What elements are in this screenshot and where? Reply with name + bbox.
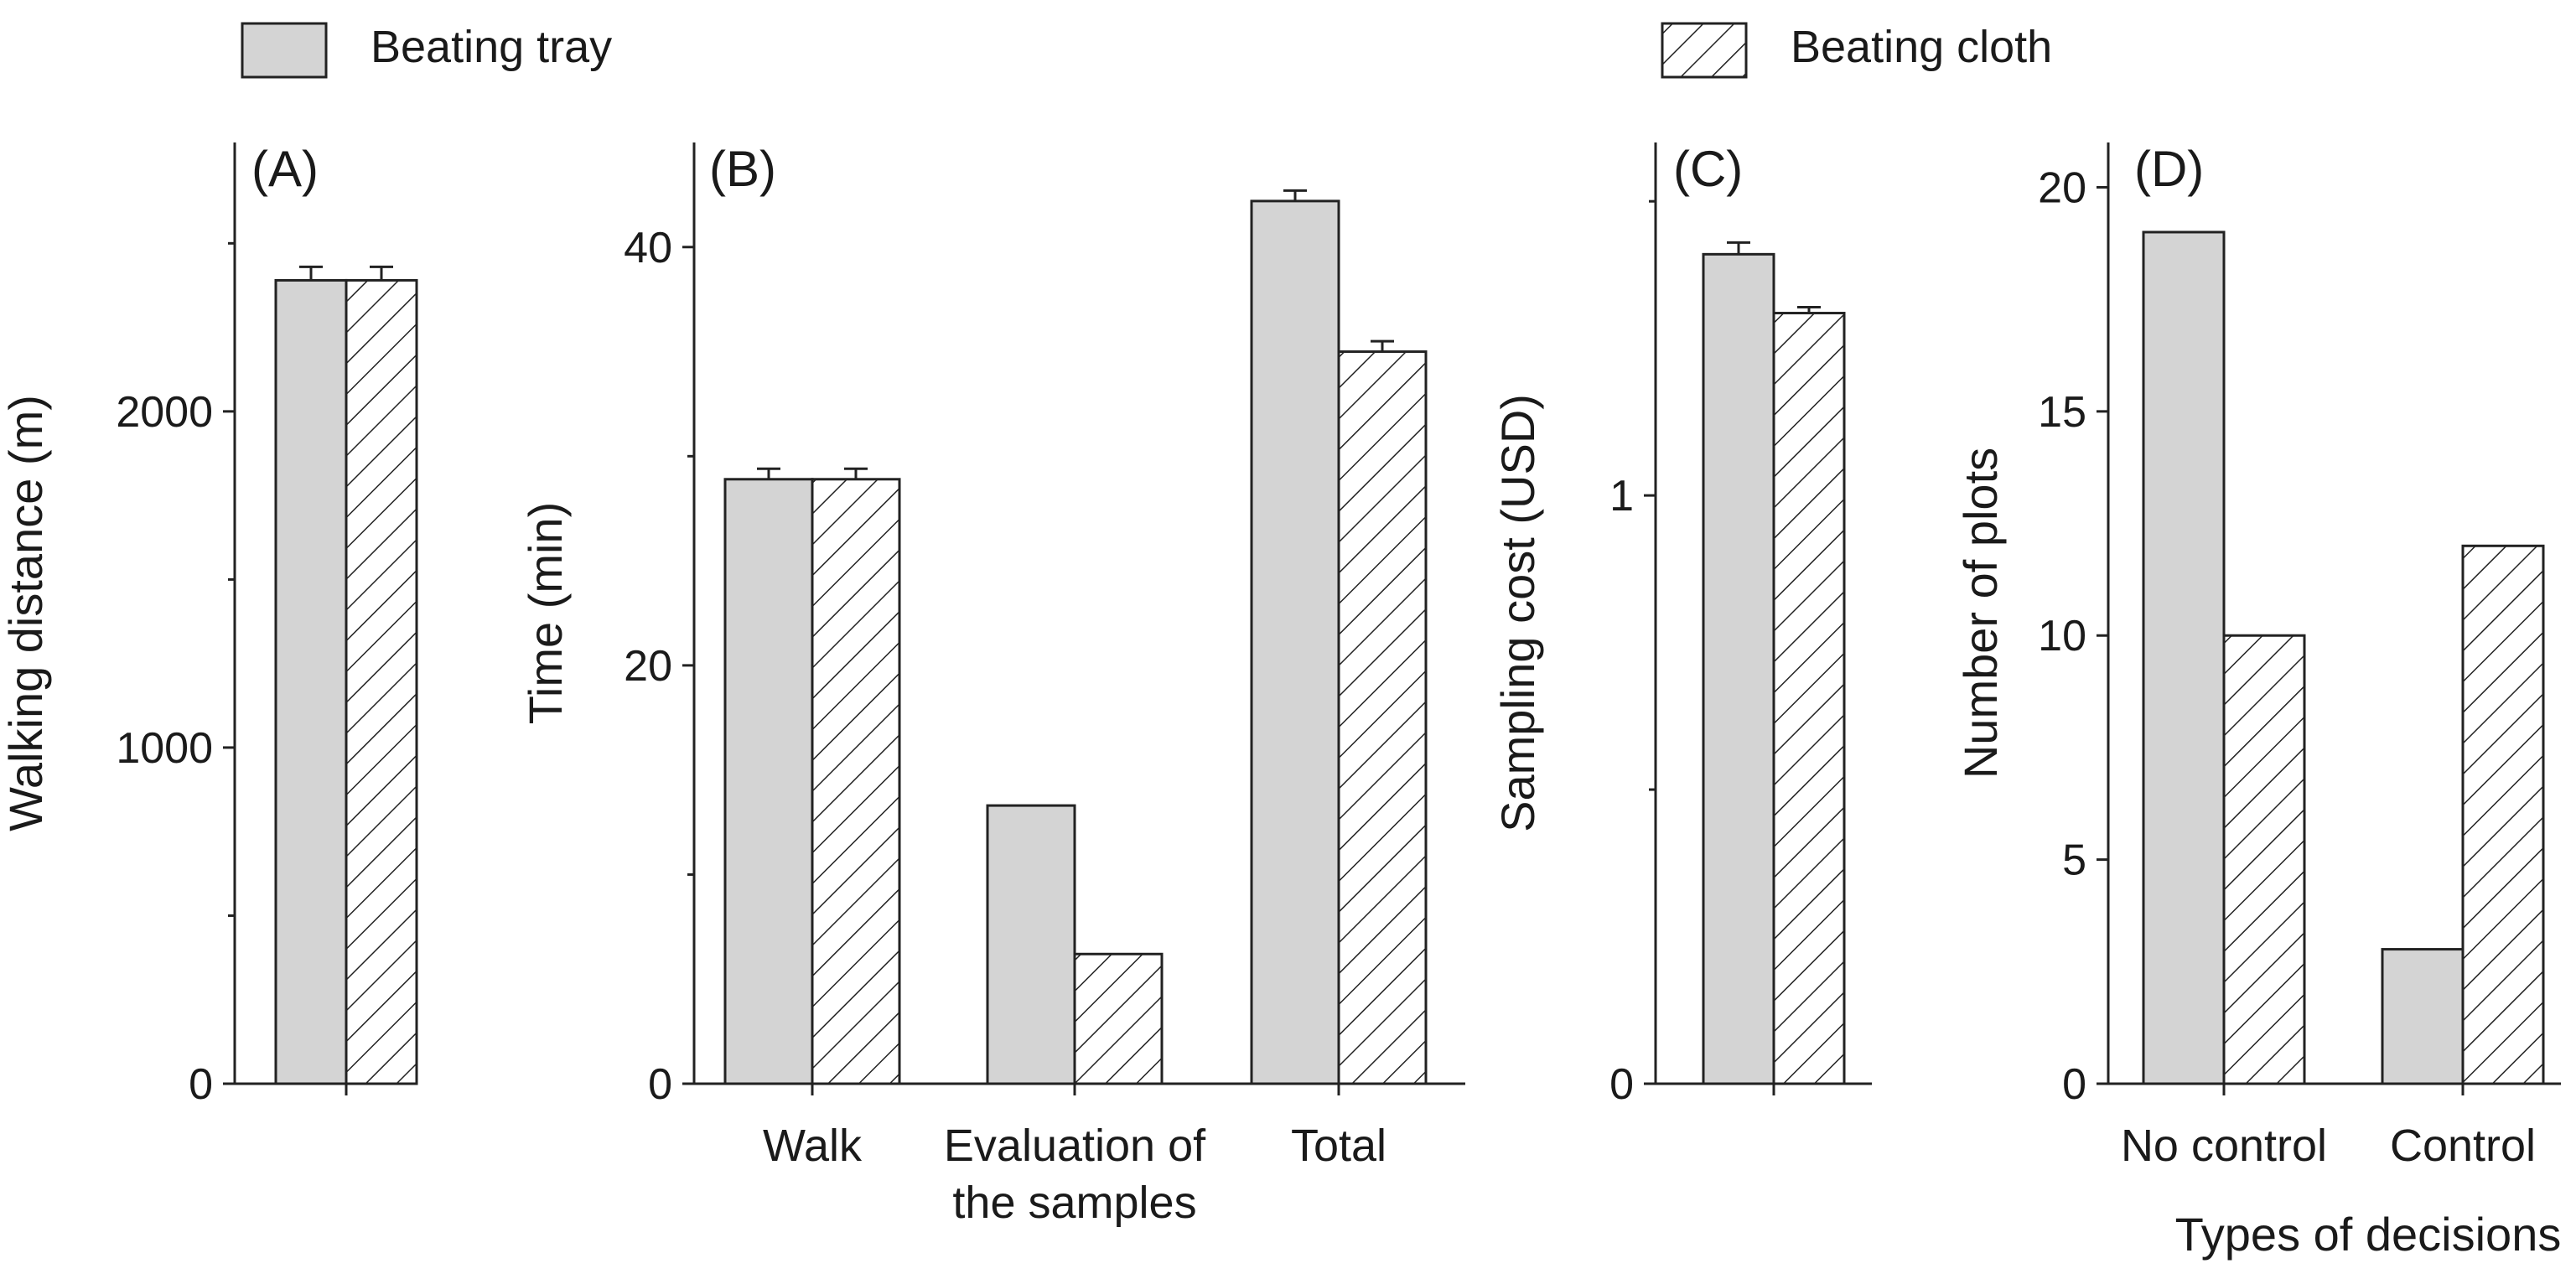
bar-b-beating-tray-1	[986, 804, 1076, 1085]
y-axis-title-a: Walking distance (m)	[0, 395, 52, 831]
y-tick-label-d: 5	[2062, 836, 2086, 885]
y-tick-label-a: 1000	[116, 724, 213, 773]
panel-label-b: (B)	[709, 141, 776, 197]
panel-c: 0 1 (C) Sampling cost (USD)	[1491, 141, 1872, 1109]
x-category-label-d: Control	[2390, 1121, 2536, 1171]
y-axis-title-d: Number of plots	[1954, 448, 2007, 779]
bar-d-beating-cloth-1	[2461, 544, 2545, 1085]
panel-label-d: (D)	[2134, 141, 2204, 197]
bar-c-beating-cloth-0	[1772, 312, 1846, 1085]
x-category-label-b: Evaluation of	[944, 1121, 1206, 1171]
x-category-label-d: No control	[2121, 1121, 2327, 1171]
bar-d-beating-tray-1	[2381, 948, 2465, 1085]
bar-b-beating-cloth-1	[1073, 952, 1164, 1085]
legend-swatch-beating-tray	[241, 22, 328, 79]
y-tick-label-d: 0	[2062, 1060, 2086, 1109]
bar-a-beating-tray-0	[274, 278, 348, 1085]
x-category-label-b: the samples	[952, 1178, 1196, 1228]
panel-a: 0 1000 2000 (A) Walking distance (m)	[0, 141, 418, 1109]
y-tick-label-c: 0	[1609, 1060, 1634, 1109]
y-tick-label-b: 40	[624, 224, 672, 272]
y-tick-label-a: 2000	[116, 388, 213, 437]
bar-d-beating-tray-0	[2142, 230, 2226, 1085]
legend: Beating tray Beating cloth	[241, 22, 2052, 79]
y-tick-label-d: 10	[2038, 612, 2086, 660]
panel-b: 0 20 40 Walk Evaluation of the samples Total (B…	[519, 141, 1465, 1228]
x-category-label-b: Total	[1291, 1121, 1386, 1171]
bar-a-beating-cloth-0	[345, 278, 418, 1085]
legend-label-beating-cloth: Beating cloth	[1791, 22, 2052, 72]
y-tick-label-b: 0	[648, 1060, 672, 1109]
bar-b-beating-tray-2	[1250, 199, 1340, 1085]
bar-c-beating-tray-0	[1702, 252, 1775, 1085]
panel-label-c: (C)	[1673, 141, 1743, 197]
legend-label-beating-tray: Beating tray	[371, 22, 612, 72]
legend-swatch-beating-cloth	[1661, 22, 1748, 79]
bar-b-beating-tray-0	[723, 478, 814, 1085]
bar-b-beating-cloth-0	[811, 478, 901, 1085]
bar-d-beating-cloth-0	[2222, 634, 2306, 1085]
y-axis-title-b: Time (min)	[519, 502, 572, 724]
y-tick-label-c: 1	[1609, 472, 1634, 520]
y-tick-label-b: 20	[624, 642, 672, 691]
y-axis-title-c: Sampling cost (USD)	[1491, 394, 1544, 832]
panel-label-a: (A)	[251, 141, 319, 197]
y-tick-label-a: 0	[189, 1060, 213, 1109]
y-tick-label-d: 15	[2038, 388, 2086, 437]
x-axis-title-d: Types of decisions	[2175, 1208, 2562, 1261]
bar-b-beating-cloth-2	[1337, 350, 1428, 1085]
y-tick-label-d: 20	[2038, 163, 2086, 212]
x-category-label-b: Walk	[763, 1121, 863, 1171]
panel-d: 0 5 10 15 20 No control Control (D) Number of pl…	[1954, 141, 2561, 1261]
